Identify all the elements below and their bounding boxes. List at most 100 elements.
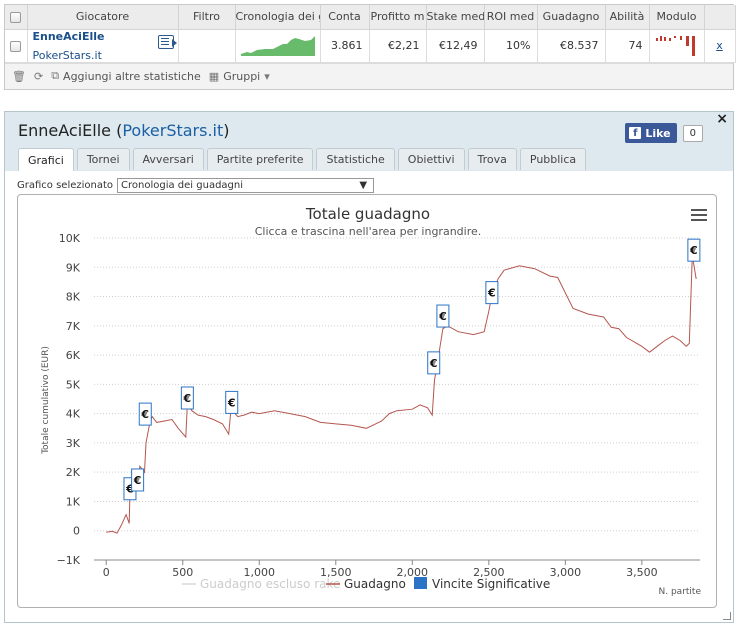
column-header-profit[interactable]: Guadagno <box>537 5 606 30</box>
y-tick-label: 4K <box>66 408 81 421</box>
close-icon[interactable]: × <box>716 111 728 127</box>
flag-box <box>436 304 450 328</box>
flag-box <box>180 386 194 410</box>
chart-select-value: Cronologia dei guadagni <box>121 180 244 191</box>
groups-button[interactable]: ▦ Gruppi ▾ <box>209 70 270 83</box>
table-header-row: Giocatore Filtro Cronologia dei g Conta … <box>5 5 736 30</box>
player-site-link[interactable]: PokerStars.it <box>32 48 102 62</box>
x-tick-label: 2,000 <box>397 566 429 579</box>
profit-cell: €8.537 <box>537 29 606 63</box>
column-header-player[interactable]: Giocatore <box>27 5 179 30</box>
legend-item[interactable]: Guadagno escluso rake <box>182 577 340 591</box>
flag-label: € <box>487 287 496 300</box>
legend-label: Guadagno <box>344 577 406 591</box>
significant-win-flag: € <box>436 304 450 328</box>
avg-profit-cell: €2,21 <box>369 29 427 63</box>
x-tick-label: 0 <box>103 566 110 579</box>
row-checkbox[interactable] <box>10 40 22 52</box>
refresh-icon[interactable]: ⟳ <box>33 69 44 83</box>
select-all-header[interactable] <box>5 5 28 30</box>
column-header-filter[interactable]: Filtro <box>178 5 236 30</box>
legend-item[interactable]: Guadagno <box>326 577 406 591</box>
y-axis-label: Totale cumulativo (EUR) <box>41 346 51 455</box>
tab-grafici[interactable]: Grafici <box>18 148 74 171</box>
legend-item[interactable]: Vincite Significative <box>414 577 550 591</box>
panel-player-name: EnneAciElle <box>18 120 111 140</box>
facebook-like: f Like 0 <box>625 123 703 143</box>
x-axis-label: N. partite <box>659 587 702 597</box>
chart-series <box>106 255 697 534</box>
tab-pubblica[interactable]: Pubblica <box>519 148 587 170</box>
open-player-icon[interactable] <box>157 34 177 49</box>
significant-win-flag: € <box>131 468 145 492</box>
facebook-like-button[interactable]: f Like <box>625 123 677 143</box>
add-stats-label: Aggiungi altre statistiche <box>63 69 201 83</box>
y-tick-label: 0 <box>73 525 80 538</box>
significant-win-flag: € <box>225 390 239 414</box>
flag-box <box>427 351 441 375</box>
form-cell <box>649 29 705 63</box>
history-sparkline-cell <box>235 29 321 63</box>
panel-title: EnneAciElle (PokerStars.it) <box>5 112 733 148</box>
column-header-count[interactable]: Conta <box>320 5 370 30</box>
flag-label: € <box>125 483 134 496</box>
chart-select-label: Grafico selezionato <box>17 180 114 191</box>
dropdown-arrow-icon: ▼ <box>359 180 368 191</box>
tab-bar: Grafici Tornei Avversari Partite preferi… <box>18 148 587 171</box>
row-select-cell[interactable] <box>5 29 28 63</box>
column-header-history[interactable]: Cronologia dei g <box>235 5 321 30</box>
chart-select[interactable]: Cronologia dei guadagni ▼ <box>117 178 375 193</box>
flag-box <box>485 281 499 305</box>
player-detail-panel: EnneAciElle (PokerStars.it) × f Like 0 G… <box>4 111 734 623</box>
player-name-link[interactable]: EnneAciElle <box>32 29 105 43</box>
series-line-guadagno <box>106 255 697 534</box>
flag-label: € <box>183 392 192 405</box>
remove-cell: x <box>704 29 736 63</box>
column-header-form[interactable]: Modulo <box>649 5 705 30</box>
x-tick-label: 1,500 <box>320 566 352 579</box>
y-axis-ticks: −1K 0 1K 2K 3K 4K 5K 6K 7K 8K 9K 10K <box>57 232 81 567</box>
column-header-avg-stake[interactable]: Stake med <box>426 5 485 30</box>
chart-grid <box>94 237 700 561</box>
groups-label: Gruppi <box>223 69 261 83</box>
resize-handle-icon[interactable] <box>723 612 731 620</box>
select-all-checkbox[interactable] <box>10 11 22 23</box>
y-tick-label: 3K <box>66 437 81 450</box>
facebook-icon: f <box>629 127 642 139</box>
x-tick-label: 3,000 <box>550 566 582 579</box>
flag-label: € <box>133 474 142 487</box>
x-tick-label: 500 <box>172 566 193 579</box>
tab-trova[interactable]: Trova <box>467 148 517 170</box>
y-tick-label: 2K <box>66 466 81 479</box>
columns-icon: ⧉ <box>51 69 60 82</box>
column-header-avg-profit[interactable]: Profitto m <box>369 5 427 30</box>
column-header-avg-roi[interactable]: ROI med <box>484 5 538 30</box>
tab-statistiche[interactable]: Statistiche <box>316 148 395 170</box>
ability-cell: 74 <box>605 29 650 63</box>
form-bars <box>655 36 695 56</box>
add-stats-button[interactable]: ⧉ Aggiungi altre statistiche <box>51 69 201 83</box>
chart-container[interactable]: Totale guadagno Clicca e trascina nell'a… <box>17 194 717 608</box>
flag-box <box>138 402 152 426</box>
flag-label: € <box>227 396 236 409</box>
tab-obiettivi[interactable]: Obiettivi <box>397 148 465 170</box>
chart-menu-icon[interactable] <box>691 209 707 221</box>
panel-site-link[interactable]: PokerStars.it <box>122 120 224 140</box>
column-header-ability[interactable]: Abilità <box>605 5 650 30</box>
table-row: EnneAciElle PokerStars.it 3.861 €2,21 €1… <box>5 29 736 63</box>
tab-avversari[interactable]: Avversari <box>132 148 204 170</box>
y-tick-label: 7K <box>66 320 81 333</box>
trash-icon[interactable]: 🗑 <box>12 69 26 83</box>
player-cell: EnneAciElle PokerStars.it <box>27 29 179 63</box>
table-toolbar: 🗑 ⟳ ⧉ Aggiungi altre statistiche ▦ Grupp… <box>5 62 733 89</box>
tab-tornei[interactable]: Tornei <box>76 148 130 170</box>
legend-label: Guadagno escluso rake <box>200 577 340 591</box>
tab-partite-preferite[interactable]: Partite preferite <box>206 148 314 170</box>
profit-chart[interactable]: Totale guadagno Clicca e trascina nell'a… <box>18 195 717 608</box>
like-count: 0 <box>682 124 703 142</box>
panel-paren-close: ) <box>223 120 230 140</box>
remove-player-link[interactable]: x <box>716 39 723 52</box>
count-cell: 3.861 <box>320 29 370 63</box>
chart-legend: Guadagno escluso rake Guadagno Vincite Sig… <box>182 577 550 591</box>
legend-label: Vincite Significative <box>432 577 550 591</box>
